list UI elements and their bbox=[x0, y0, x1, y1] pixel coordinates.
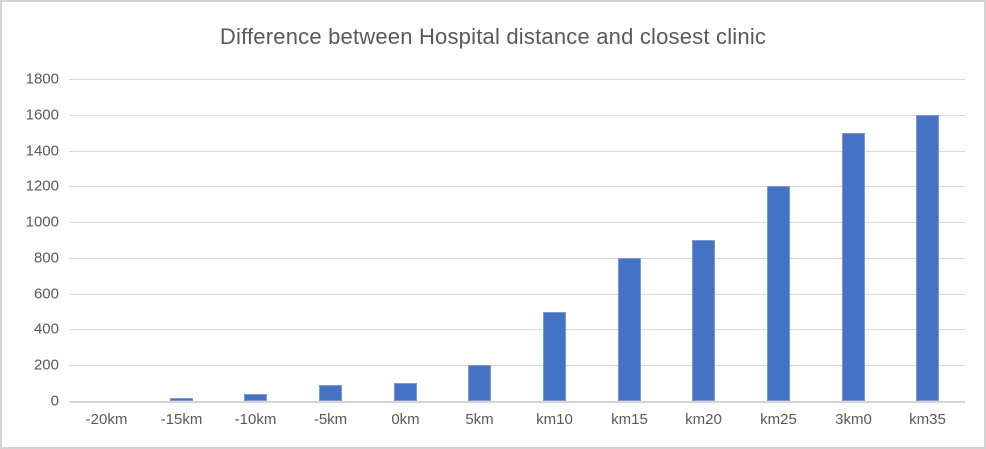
bar-0km bbox=[394, 383, 417, 401]
bar-km25 bbox=[767, 186, 790, 401]
bar--15km bbox=[170, 398, 193, 401]
x-tick-label: 3km0 bbox=[835, 411, 872, 428]
y-tick-label: 600 bbox=[33, 285, 59, 303]
bar-5km bbox=[468, 365, 491, 401]
gridline bbox=[69, 186, 965, 188]
gridline bbox=[69, 150, 965, 152]
y-tick-label: 200 bbox=[33, 356, 59, 374]
bar-3km0 bbox=[842, 133, 865, 401]
bar-km10 bbox=[543, 312, 566, 401]
y-tick-label: 1800 bbox=[25, 70, 59, 88]
chart-title: Difference between Hospital distance and… bbox=[219, 24, 767, 49]
gridline bbox=[69, 329, 965, 331]
y-tick-label: 0 bbox=[50, 392, 59, 410]
gridline bbox=[69, 257, 965, 259]
bar--10km bbox=[244, 394, 267, 401]
x-tick-label: km10 bbox=[536, 411, 573, 428]
y-tick-label: 1600 bbox=[25, 106, 59, 124]
x-tick-label: km25 bbox=[760, 411, 797, 428]
x-tick-label: -5km bbox=[313, 411, 348, 428]
y-tick-label: 800 bbox=[33, 249, 59, 267]
x-tick-label: 0km bbox=[391, 411, 420, 428]
x-tick-label: km15 bbox=[611, 411, 648, 428]
x-tick-label: -15km bbox=[160, 411, 203, 428]
y-tick-label: 400 bbox=[33, 320, 59, 338]
x-tick-label: 5km bbox=[465, 411, 494, 428]
y-tick-label: 1000 bbox=[25, 213, 59, 231]
gridline bbox=[69, 222, 965, 224]
x-tick-label: -20km bbox=[85, 411, 128, 428]
gridline bbox=[69, 79, 965, 80]
gridline bbox=[69, 114, 965, 116]
bar-km35 bbox=[916, 115, 939, 401]
bar-km15 bbox=[618, 258, 641, 401]
y-tick-label: 1200 bbox=[25, 177, 59, 195]
bar-km20 bbox=[692, 240, 715, 401]
x-tick-label: km35 bbox=[909, 411, 946, 428]
x-axis-line bbox=[69, 401, 965, 403]
gridline bbox=[69, 365, 965, 367]
y-tick-label: 1400 bbox=[25, 142, 59, 160]
gridline bbox=[69, 293, 965, 295]
plot-area bbox=[69, 79, 965, 403]
x-tick-label: km20 bbox=[685, 411, 722, 428]
x-tick-label: -10km bbox=[234, 411, 277, 428]
bar--5km bbox=[319, 385, 342, 401]
